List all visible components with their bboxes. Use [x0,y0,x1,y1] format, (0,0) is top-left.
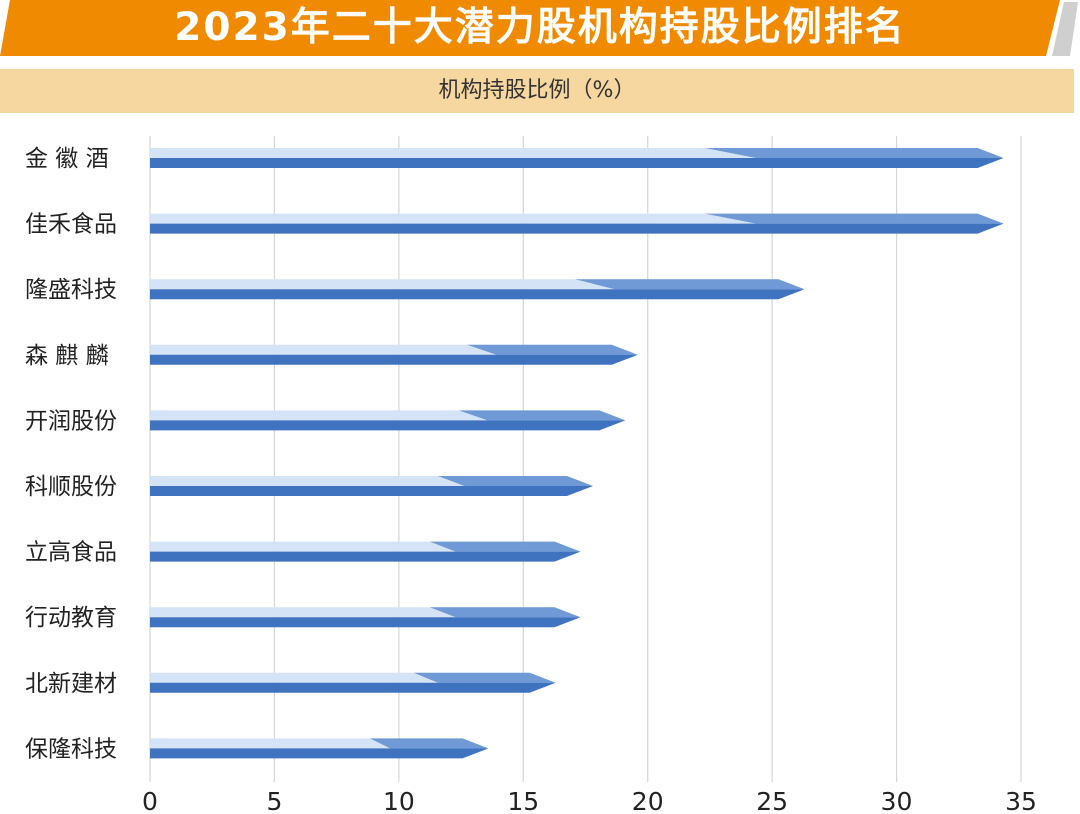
x-tick-label: 10 [383,787,415,814]
x-tick-label: 20 [632,787,664,814]
bar-bottom-face [150,682,556,693]
x-tick-label: 0 [142,787,158,814]
x-tick-label: 30 [881,787,913,814]
category-label: 金 徽 酒 [25,146,109,172]
category-label: 森 麒 麟 [25,343,109,369]
bar-top-shade [704,213,1004,224]
bar-bottom-face [150,486,593,496]
bar-top-shade [575,279,805,290]
category-label: 科顺股份 [25,474,117,500]
bar [150,672,556,693]
bar-bottom-face [150,289,805,300]
axis-subtitle: 机构持股比例（%） [438,78,636,103]
bar [150,476,593,496]
category-label: 佳禾食品 [25,212,117,238]
bar-top-shade [413,672,556,683]
chart-title: 2023年二十大潜力股机构持股比例排名 [174,5,906,50]
bar [150,607,581,628]
bar-bottom-face [150,354,638,365]
category-label: 开润股份 [25,408,117,434]
bar-top-shade [458,410,626,421]
category-label: 保隆科技 [25,736,117,762]
title-banner [0,0,1078,56]
bar [150,279,805,300]
bar [150,738,489,759]
bar-top-shade [437,476,593,486]
x-tick-label: 5 [266,787,282,814]
bar [150,148,1004,168]
bar [150,344,638,365]
bar [150,213,1004,234]
x-tick-label: 15 [507,787,539,814]
bar-top-shade [369,738,489,749]
category-label: 北新建材 [25,671,117,697]
bar-bottom-face [150,748,489,759]
bar-bottom-face [150,551,581,562]
bar-bottom-face [150,617,581,628]
x-tick-label: 25 [756,787,788,814]
bar-top-shade [467,344,638,355]
bar [150,541,581,562]
bar-top-shade [429,607,581,618]
x-tick-label: 35 [1005,787,1037,814]
category-label: 隆盛科技 [25,277,117,303]
bar-bottom-face [150,223,1004,234]
bar [150,410,626,431]
bar-bottom-face [150,158,1004,168]
x-axis-ticks: 0 5 10 15 20 25 30 35 [142,787,1037,814]
category-label: 立高食品 [25,540,117,566]
bar-top-shade [704,148,1004,158]
bar-bottom-face [150,420,626,431]
category-label: 行动教育 [25,605,117,631]
bars [150,148,1004,759]
bar-top-shade [429,541,581,552]
subtitle-bar [0,69,1074,113]
